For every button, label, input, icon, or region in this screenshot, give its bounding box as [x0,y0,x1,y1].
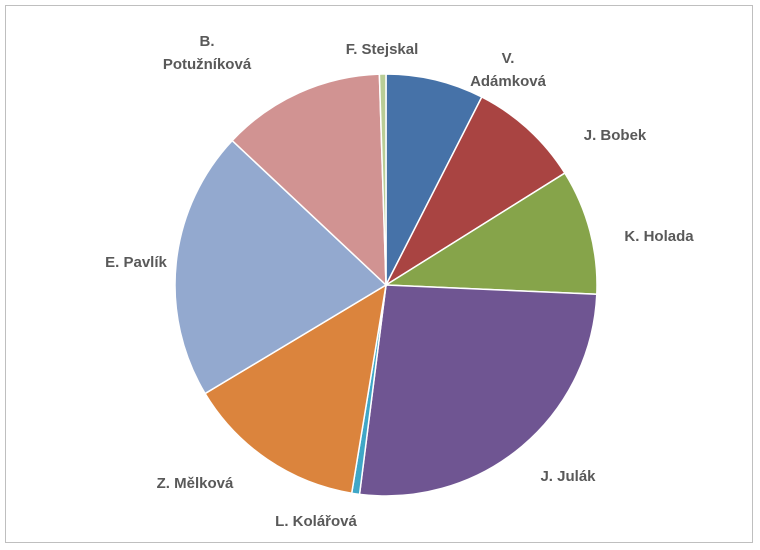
slice-labels: V. Adámková J. Bobek K. Holada J. Julák L. Ko… [105,33,694,530]
slice-label: B. Potužníková [163,33,252,73]
pie-slice [204,283,388,495]
slice-label-line: V. [502,50,515,67]
slice-label-line: B. [200,33,215,50]
slice-label-line: E. Pavlík [105,254,167,271]
pie-slice [378,73,387,286]
slice-label: F. Stejskal [346,41,419,58]
slice-label: J. Julák [540,468,596,485]
slice-label-line: Potužníková [163,56,252,73]
slice-label: J. Bobek [584,127,647,144]
pie-slice [383,172,598,296]
slice-label-line: K. Holada [624,228,694,245]
slice-label-line: Z. Mělková [157,475,234,492]
slice-label-line: J. Julák [540,468,596,485]
slice-label-line: L. Kolářová [275,513,357,530]
pie-slice [358,284,598,497]
slice-label-line: Adámková [470,73,547,90]
slice-label-line: F. Stejskal [346,41,419,58]
slice-label: K. Holada [624,228,694,245]
pie-slice [231,73,387,287]
pie-slice [174,139,388,395]
slice-label: Z. Mělková [157,475,234,492]
slice-label-line: J. Bobek [584,127,647,144]
slice-label: V. Adámková [470,50,547,90]
pie-slice [385,73,483,286]
pie-slice [384,95,566,288]
slice-label: L. Kolářová [275,513,357,530]
slice-label: E. Pavlík [105,254,167,271]
pie-slices [174,73,598,497]
